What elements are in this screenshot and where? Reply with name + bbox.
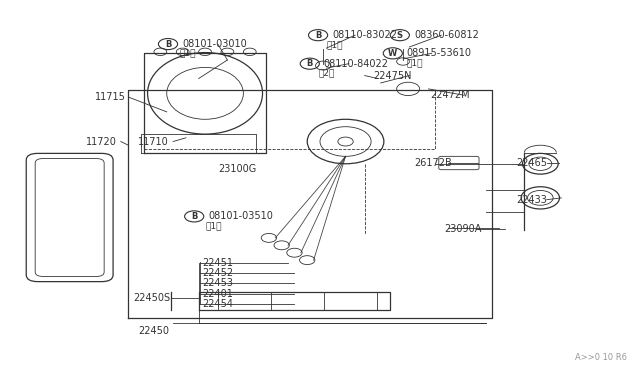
Text: 08101-03510: 08101-03510 bbox=[208, 211, 273, 221]
Text: 11715: 11715 bbox=[95, 92, 126, 102]
Text: （1）: （1） bbox=[179, 49, 196, 58]
Text: S: S bbox=[397, 31, 403, 40]
Text: 22451: 22451 bbox=[202, 258, 233, 268]
Text: B: B bbox=[315, 31, 321, 40]
Text: （2）: （2） bbox=[318, 68, 335, 77]
Text: 22450S: 22450S bbox=[134, 293, 171, 303]
Text: 22401: 22401 bbox=[202, 289, 233, 299]
Text: 23090A: 23090A bbox=[445, 224, 482, 234]
Text: 22433: 22433 bbox=[516, 195, 548, 205]
Text: （1）: （1） bbox=[205, 221, 221, 230]
Text: 08360-60812: 08360-60812 bbox=[414, 30, 479, 40]
Text: 08101-03010: 08101-03010 bbox=[182, 39, 247, 49]
Text: B: B bbox=[165, 39, 171, 49]
Text: （1）: （1） bbox=[406, 58, 422, 67]
Text: 26172B: 26172B bbox=[415, 158, 452, 168]
Text: 22454: 22454 bbox=[202, 299, 233, 309]
Text: 22452: 22452 bbox=[202, 268, 233, 278]
Text: 08110-83022: 08110-83022 bbox=[332, 30, 397, 40]
Text: W: W bbox=[388, 49, 397, 58]
Text: 11720: 11720 bbox=[86, 137, 116, 147]
Text: 11710: 11710 bbox=[138, 137, 169, 147]
Text: 23100G: 23100G bbox=[218, 164, 256, 174]
Text: 08110-84022: 08110-84022 bbox=[324, 59, 389, 69]
Text: 22465: 22465 bbox=[516, 158, 548, 168]
Text: 22472M: 22472M bbox=[430, 90, 470, 100]
Text: B: B bbox=[307, 59, 313, 68]
Text: A>>0 10 R6: A>>0 10 R6 bbox=[575, 353, 627, 362]
Text: 08915-53610: 08915-53610 bbox=[407, 48, 472, 58]
Text: 22453: 22453 bbox=[202, 279, 233, 288]
Text: 22450: 22450 bbox=[138, 326, 169, 336]
Text: （1）: （1） bbox=[326, 40, 343, 49]
Text: 22475N: 22475N bbox=[373, 71, 412, 81]
Text: B: B bbox=[191, 212, 197, 221]
